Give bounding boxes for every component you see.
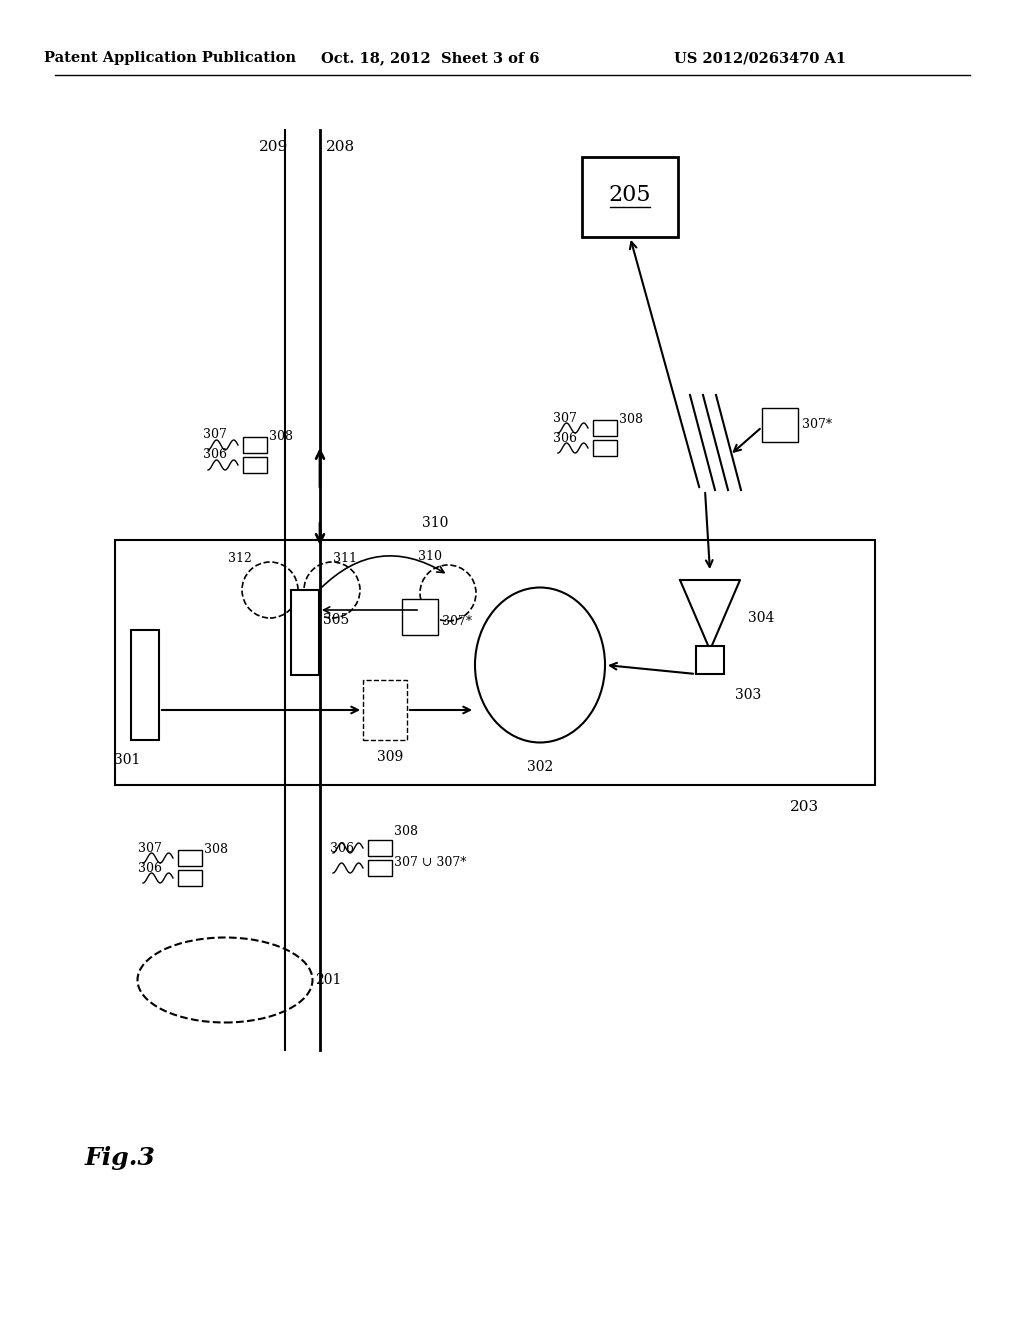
Text: 205: 205 [608, 183, 651, 206]
Text: 302: 302 [527, 760, 553, 774]
Text: 208: 208 [326, 140, 355, 154]
Text: 307: 307 [138, 842, 162, 854]
Text: 307: 307 [203, 429, 227, 441]
Bar [131, 630, 159, 741]
Text: 312: 312 [228, 552, 252, 565]
Text: 201: 201 [315, 973, 341, 987]
Bar [593, 440, 617, 455]
Bar [243, 457, 267, 473]
Text: 310: 310 [418, 550, 442, 564]
Text: 305: 305 [323, 612, 349, 627]
Bar [582, 157, 678, 238]
Text: 307: 307 [553, 412, 577, 425]
Text: 308: 308 [204, 843, 228, 855]
Text: Fig.3: Fig.3 [85, 1146, 156, 1170]
Bar [696, 645, 724, 675]
Bar [402, 599, 438, 635]
Text: 209: 209 [259, 140, 289, 154]
Bar [178, 870, 202, 886]
Text: 306: 306 [203, 449, 227, 462]
Bar [243, 437, 267, 453]
Bar [291, 590, 319, 675]
Text: 308: 308 [394, 825, 418, 838]
Text: US 2012/0263470 A1: US 2012/0263470 A1 [674, 51, 846, 65]
Text: 310: 310 [422, 516, 449, 531]
Text: 306: 306 [330, 842, 354, 854]
Text: 203: 203 [790, 800, 819, 814]
Text: 306: 306 [138, 862, 162, 874]
Text: 308: 308 [618, 413, 643, 426]
Bar [762, 408, 798, 442]
FancyArrowPatch shape [321, 556, 444, 587]
Bar [368, 861, 392, 876]
Text: 307*: 307* [442, 615, 472, 628]
Text: 303: 303 [735, 688, 761, 702]
Text: 307 ∪ 307*: 307 ∪ 307* [394, 855, 467, 869]
Text: 309: 309 [377, 750, 403, 764]
Text: 308: 308 [269, 430, 293, 444]
Text: 311: 311 [333, 552, 357, 565]
Text: 301: 301 [114, 752, 140, 767]
Text: 304: 304 [748, 611, 774, 624]
Text: 306: 306 [553, 432, 577, 445]
Bar [368, 840, 392, 855]
Bar [593, 420, 617, 436]
Bar [362, 680, 407, 741]
Text: Patent Application Publication: Patent Application Publication [44, 51, 296, 65]
Text: Oct. 18, 2012  Sheet 3 of 6: Oct. 18, 2012 Sheet 3 of 6 [321, 51, 540, 65]
Bar [115, 540, 874, 785]
Text: 307*: 307* [802, 418, 833, 432]
Bar [178, 850, 202, 866]
